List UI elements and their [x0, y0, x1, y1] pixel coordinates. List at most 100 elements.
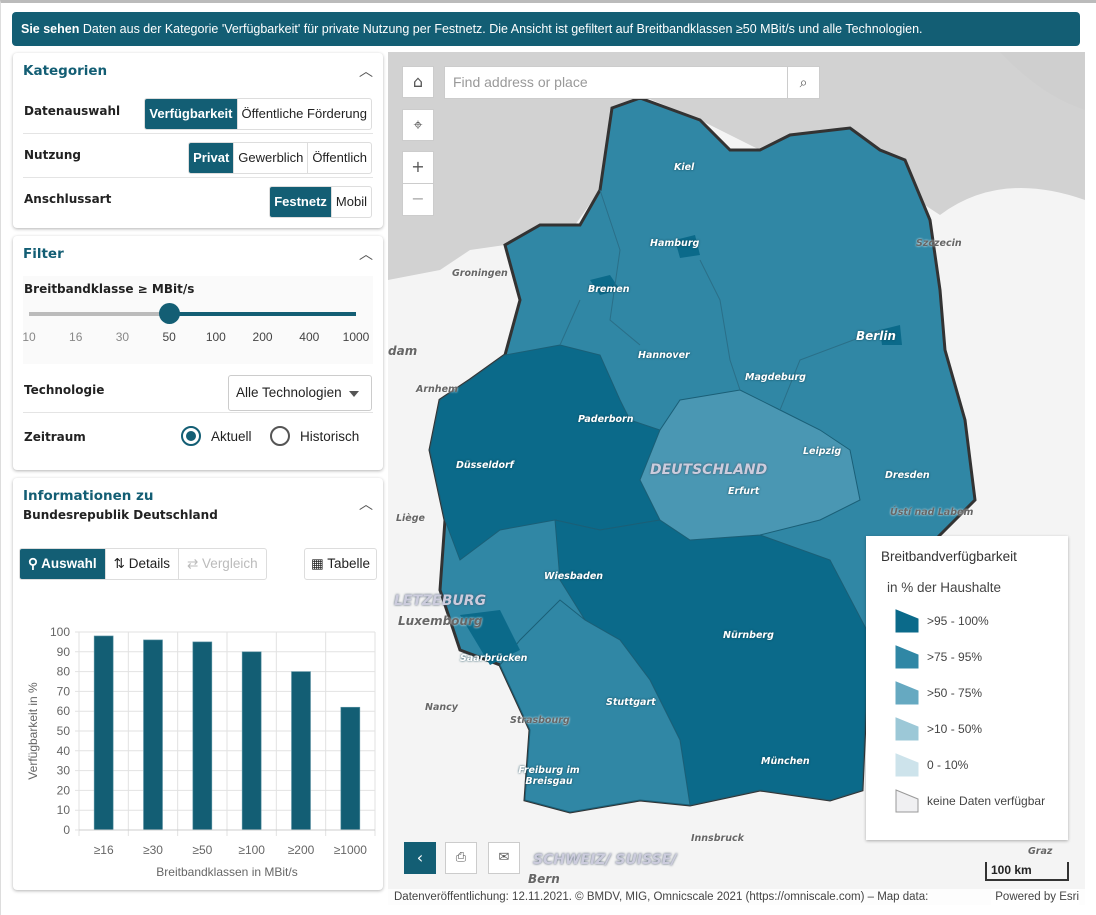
slider-fill: [169, 312, 356, 316]
region-cities: [460, 235, 902, 665]
tab-details[interactable]: ⇅ Details: [104, 549, 178, 579]
caret-down-icon: [349, 391, 359, 402]
legend-item: >75 - 95%: [895, 645, 982, 669]
map-label: Szczecin: [916, 238, 962, 249]
locate-icon[interactable]: ⌖: [402, 109, 434, 141]
collapse-chevron-icon[interactable]: ︿: [359, 64, 373, 80]
sea-area: [1000, 52, 1085, 110]
option-button[interactable]: Verfügbarkeit: [145, 99, 237, 129]
segmented-control: Verfügbarkeit Öffentliche Förderung: [144, 98, 372, 130]
filter-title: Filter: [23, 246, 64, 262]
print-icon[interactable]: ⎙: [445, 842, 477, 874]
legend-swatch: [895, 681, 919, 705]
map-label: Bern: [528, 872, 560, 886]
breitband-slider[interactable]: Breitbandklasse ≥ MBit/s 10 16 30 50 100 200 4…: [22, 276, 373, 364]
tabelle-button[interactable]: ▦ Tabelle: [303, 548, 377, 580]
y-axis-label: Verfügbarkeit in %: [26, 682, 40, 780]
row-label: Anschlussart: [24, 192, 112, 206]
mail-icon[interactable]: ✉: [488, 842, 520, 874]
map-label: Nürnberg: [723, 630, 774, 641]
collapse-chevron-icon[interactable]: ︿: [359, 497, 373, 513]
map-label: Düsseldorf: [456, 460, 514, 471]
map-label: LETZEBURG: [394, 593, 487, 609]
x-tick-label: ≥16: [94, 843, 114, 857]
row-label: Datenauswahl: [24, 104, 121, 118]
row-datenauswahl: Datenauswahl Verfügbarkeit Öffentliche För…: [23, 90, 373, 134]
map-label: Kiel: [674, 162, 695, 173]
map-label: Leipzig: [803, 446, 842, 457]
slider-tick: 30: [115, 330, 130, 344]
technologie-select[interactable]: Alle Technologien: [228, 375, 372, 411]
region-bw: [499, 599, 691, 813]
radio-historisch[interactable]: Historisch: [270, 426, 359, 446]
bar-chart: 0 10 20 30 40 50 60 70 80 90 100 ≥16 ≥30 ≥50 ≥100 ≥200 ≥…: [26, 625, 376, 879]
state-borders: [559, 189, 881, 411]
y-tick-label: 0: [63, 823, 70, 837]
row-nutzung: Nutzung Privat Gewerblich Öffentlich: [23, 134, 373, 178]
map-label: Hamburg: [650, 238, 700, 249]
y-tick-label: 40: [57, 744, 71, 758]
y-tick-label: 20: [57, 783, 71, 797]
slider-tick: 400: [299, 330, 320, 344]
info-tabs: ⚲ Auswahl ⇅ Details ⇄ Vergleich: [19, 548, 267, 580]
option-button[interactable]: Öffentliche Förderung: [236, 99, 372, 129]
tab-vergleich[interactable]: ⇄ Vergleich: [177, 549, 266, 579]
zoom-out-button[interactable]: −: [402, 183, 434, 216]
bar: [93, 635, 114, 831]
option-button[interactable]: Mobil: [330, 187, 371, 217]
zoom-in-button[interactable]: +: [402, 151, 434, 184]
map-label: Stuttgart: [606, 697, 656, 708]
y-tick-label: 50: [57, 724, 71, 738]
search-icon[interactable]: ⌕: [787, 67, 819, 98]
legend-swatch: [895, 753, 919, 777]
info-subtitle: Bundesrepublik Deutschland: [23, 508, 218, 522]
map-label: Ústí nad Labem: [890, 507, 974, 518]
filter-panel: Filter ︿ Breitbandklasse ≥ MBit/s 10 16 30…: [13, 236, 383, 470]
bar: [192, 641, 213, 831]
legend-item: >95 - 100%: [895, 609, 989, 633]
slider-tick: 50: [162, 330, 176, 344]
collapse-chevron-icon[interactable]: ︿: [359, 247, 373, 263]
row-label: Nutzung: [24, 148, 81, 162]
option-button[interactable]: Gewerblich: [233, 143, 307, 173]
map-label: Hannover: [638, 350, 690, 361]
home-icon[interactable]: ⌂: [402, 66, 434, 98]
legend-item: 0 - 10%: [895, 753, 968, 777]
x-tick-label: ≥100: [238, 843, 265, 857]
slider-handle[interactable]: [159, 303, 181, 324]
technologie-label: Technologie: [24, 383, 105, 397]
option-button[interactable]: Öffentlich: [307, 143, 371, 173]
segmented-control: Festnetz Mobil: [269, 186, 372, 218]
collapse-panel-button[interactable]: ‹: [404, 842, 436, 874]
legend-subtitle: in % der Haushalte: [887, 580, 1002, 595]
map-label: Erfurt: [728, 486, 760, 497]
x-tick-label: ≥200: [288, 843, 315, 857]
map-label: Magdeburg: [745, 372, 806, 383]
y-tick-label: 100: [50, 625, 70, 639]
row-anschlussart: Anschlussart Festnetz Mobil: [23, 178, 373, 222]
map-label: Luxembourg: [398, 614, 483, 628]
map-canvas: [388, 52, 1085, 814]
map-legend: Breitbandverfügbarkeit in % der Haushalt…: [866, 536, 1068, 840]
x-tick-label: ≥1000: [334, 843, 368, 857]
tab-auswahl[interactable]: ⚲ Auswahl: [20, 549, 105, 579]
bar: [291, 671, 311, 831]
legend-item: >10 - 50%: [895, 717, 982, 741]
slider-label: Breitbandklasse ≥ MBit/s: [24, 282, 195, 296]
attribution: Datenveröffentlichung: 12.11.2021. © BMD…: [388, 889, 1085, 905]
option-button[interactable]: Festnetz: [270, 187, 331, 217]
x-tick-label: ≥50: [192, 843, 212, 857]
powered-by-esri[interactable]: Powered by Esri: [991, 889, 1079, 905]
map-view[interactable]: Kiel Hamburg Szczecin Groningen Bremen Berlin…: [388, 52, 1085, 905]
legend-swatch: [895, 645, 919, 669]
option-button[interactable]: Privat: [189, 143, 234, 173]
radio-aktuell[interactable]: Aktuell: [181, 426, 252, 446]
segmented-control: Privat Gewerblich Öffentlich: [188, 142, 372, 174]
bar: [241, 651, 262, 831]
map-label: Graz: [1028, 846, 1053, 857]
search-input[interactable]: Find address or place ⌕: [444, 66, 820, 99]
map-label: dam: [388, 344, 418, 358]
map-label: Strasbourg: [510, 715, 570, 726]
zeitraum-label: Zeitraum: [24, 430, 86, 444]
